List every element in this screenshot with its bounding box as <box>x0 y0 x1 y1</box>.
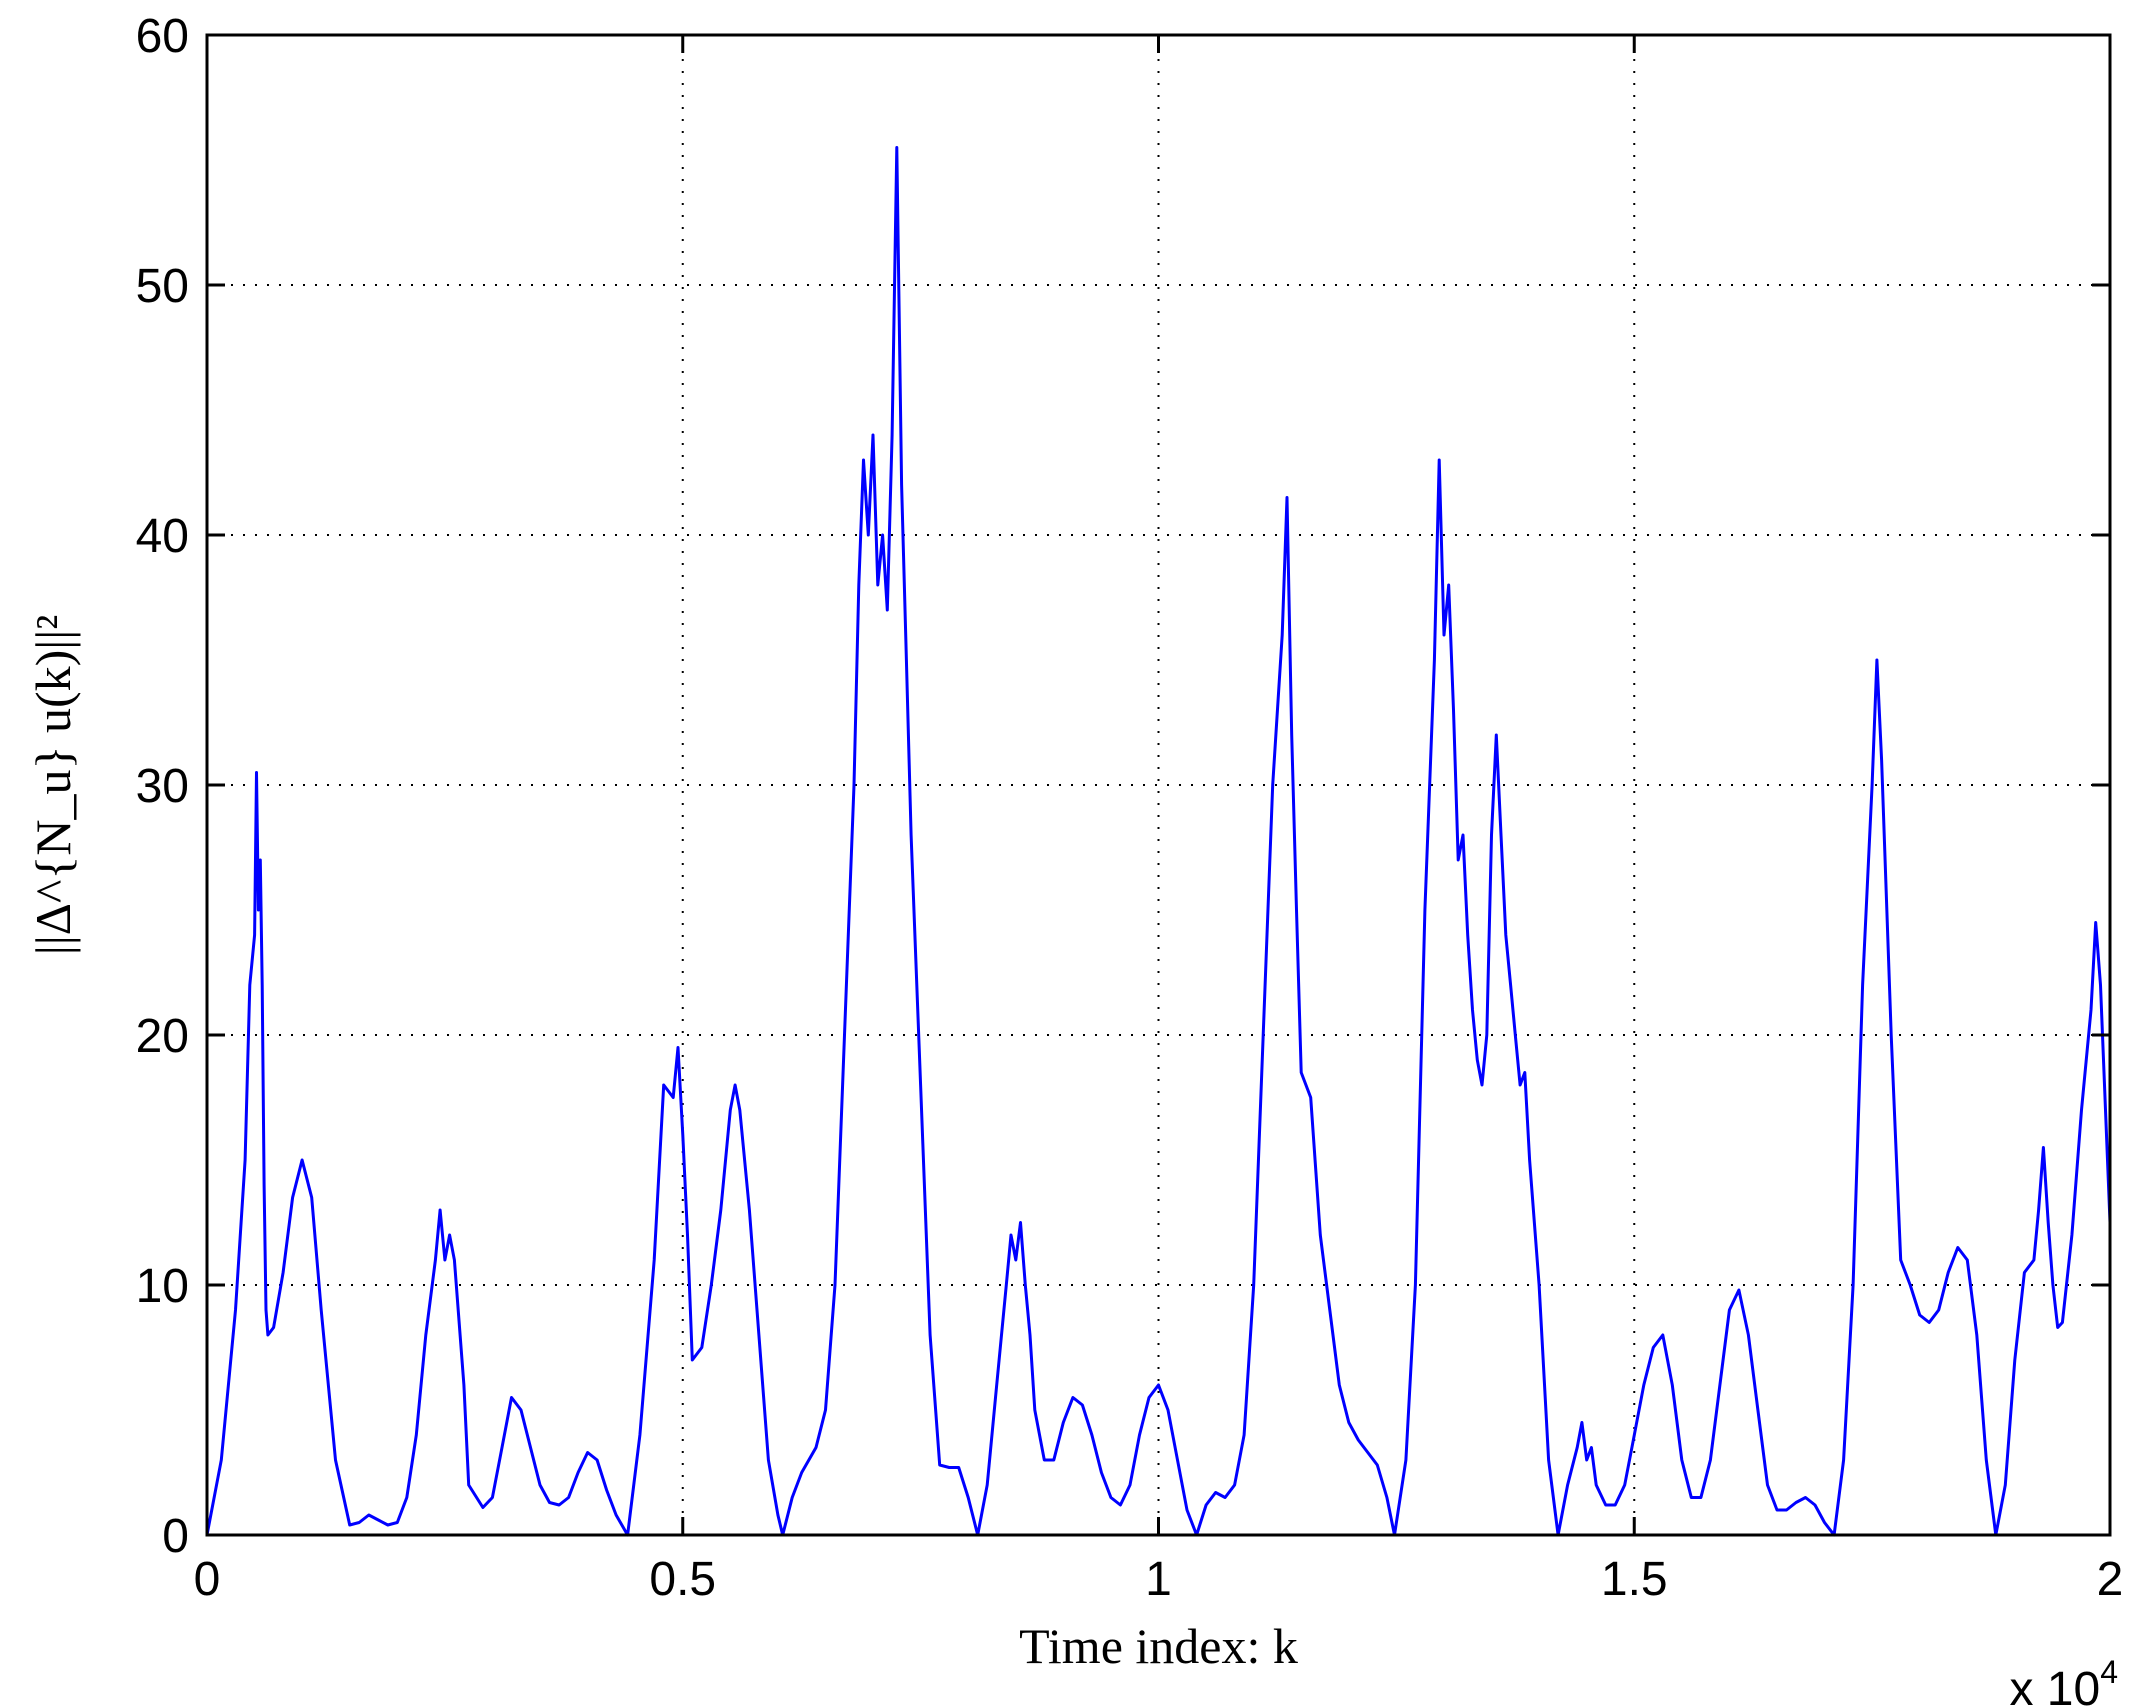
grid-lines <box>207 35 2110 1535</box>
y-tick-label: 20 <box>136 1010 189 1063</box>
x-tick-label: 1.5 <box>1601 1553 1668 1606</box>
x-tick-label: 2 <box>2097 1553 2124 1606</box>
y-tick-label: 0 <box>162 1510 189 1563</box>
x-axis-exponent: x 104 <box>2009 1654 2118 1708</box>
series-line <box>205 146 2112 1537</box>
x-tick-label: 0 <box>194 1553 221 1606</box>
x-exponent-power: 4 <box>2100 1654 2118 1690</box>
y-axis-label: ||Δ^{N_u} u(k)||² <box>25 615 81 956</box>
y-tick-label: 10 <box>136 1260 189 1313</box>
x-exponent-base: x 10 <box>2009 1663 2100 1708</box>
y-tick-label: 30 <box>136 760 189 813</box>
x-axis-label: Time index: k <box>1019 1618 1298 1674</box>
x-tick-label: 0.5 <box>649 1553 716 1606</box>
x-tick-label: 1 <box>1145 1553 1172 1606</box>
axis-ticks <box>205 33 2112 1537</box>
y-tick-label: 40 <box>136 510 189 563</box>
y-tick-label: 60 <box>136 10 189 63</box>
y-tick-label: 50 <box>136 260 189 313</box>
